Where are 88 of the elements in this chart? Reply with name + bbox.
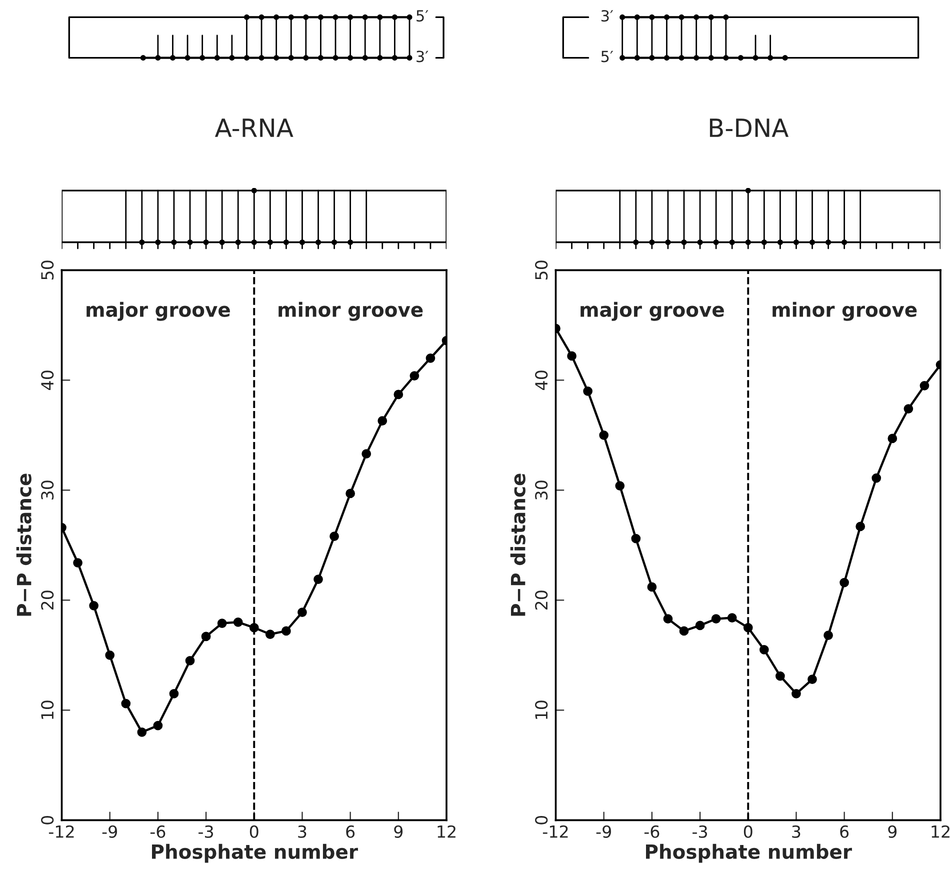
- point: [153, 720, 163, 730]
- chart-title: B-DNA: [710, 118, 789, 137]
- x-axis-title: Phosphate number: [152, 844, 358, 863]
- text: 3′: [601, 10, 614, 22]
- y-tick-label: 30: [41, 480, 54, 500]
- x-tick-label: 6: [346, 825, 355, 838]
- x-tick-label: 12: [438, 825, 456, 838]
- point: [888, 434, 898, 444]
- x-tick-label: -3: [692, 825, 708, 838]
- annotation: minor groove: [772, 302, 917, 321]
- point: [265, 630, 275, 639]
- point: [663, 614, 673, 624]
- point: [137, 727, 147, 737]
- point: [695, 620, 705, 630]
- point: [217, 618, 227, 628]
- point: [840, 578, 849, 588]
- y-tick-label: 0: [535, 816, 548, 824]
- point: [759, 644, 769, 654]
- point: [647, 582, 657, 592]
- point: [872, 473, 882, 483]
- x-tick-label: 9: [394, 825, 403, 838]
- point: [615, 481, 625, 490]
- y-tick-label: 20: [535, 590, 548, 610]
- annotation: major groove: [86, 302, 230, 321]
- point: [362, 449, 372, 459]
- x-tick-label: 3: [792, 825, 800, 838]
- y-tick-label: 0: [41, 816, 54, 824]
- point: [330, 532, 339, 542]
- point: [599, 430, 609, 440]
- text: 5′: [416, 10, 428, 22]
- point: [631, 534, 641, 544]
- point: [378, 416, 388, 426]
- annotation: major groove: [580, 302, 724, 321]
- text: 5′: [601, 50, 614, 62]
- point: [394, 390, 404, 400]
- point: [73, 558, 82, 568]
- point: [792, 688, 801, 698]
- x-tick-label: -6: [644, 825, 660, 838]
- x-tick-label: 6: [840, 825, 849, 838]
- y-tick-label: 10: [535, 700, 548, 719]
- point: [282, 626, 291, 636]
- point: [776, 671, 785, 681]
- y-tick-label: 40: [41, 370, 54, 390]
- point: [169, 688, 179, 698]
- x-tick-label: 0: [250, 825, 258, 838]
- point: [426, 353, 436, 363]
- point: [727, 613, 737, 622]
- point: [904, 404, 914, 414]
- point: [856, 522, 866, 532]
- point: [314, 574, 323, 584]
- point: [711, 614, 721, 624]
- point: [567, 351, 576, 361]
- text: 3′: [416, 50, 428, 62]
- annotation: minor groove: [278, 302, 423, 321]
- point: [410, 371, 420, 380]
- y-tick-label: 20: [41, 590, 54, 610]
- x-tick-label: -6: [150, 825, 166, 838]
- point: [583, 386, 592, 396]
- chart-title: A-RNA: [214, 118, 294, 137]
- point: [346, 488, 355, 498]
- y-tick-label: 40: [535, 370, 548, 390]
- point: [808, 674, 817, 684]
- point: [185, 656, 195, 666]
- x-tick-label: -9: [102, 825, 117, 838]
- point: [105, 650, 115, 660]
- y-tick-label: 30: [535, 480, 548, 500]
- point: [679, 626, 689, 636]
- point: [89, 600, 98, 610]
- point: [824, 630, 833, 640]
- x-tick-label: 9: [888, 825, 897, 838]
- x-tick-label: -12: [542, 825, 568, 838]
- y-axis-title: P−P distance: [16, 474, 32, 616]
- point: [121, 698, 131, 708]
- y-tick-label: 50: [535, 260, 548, 280]
- x-axis-title: Phosphate number: [646, 844, 852, 863]
- y-axis-title: P−P distance: [510, 474, 526, 616]
- x-tick-label: 12: [932, 825, 950, 838]
- x-tick-label: -9: [596, 825, 611, 838]
- x-tick-label: -12: [48, 825, 74, 838]
- point: [233, 617, 243, 627]
- point: [298, 608, 307, 617]
- x-tick-label: 3: [298, 825, 306, 838]
- y-tick-label: 10: [41, 700, 54, 719]
- x-tick-label: 0: [744, 825, 752, 838]
- point: [201, 632, 211, 642]
- x-tick-label: -3: [198, 825, 214, 838]
- y-tick-label: 50: [41, 260, 54, 280]
- point: [920, 380, 930, 390]
